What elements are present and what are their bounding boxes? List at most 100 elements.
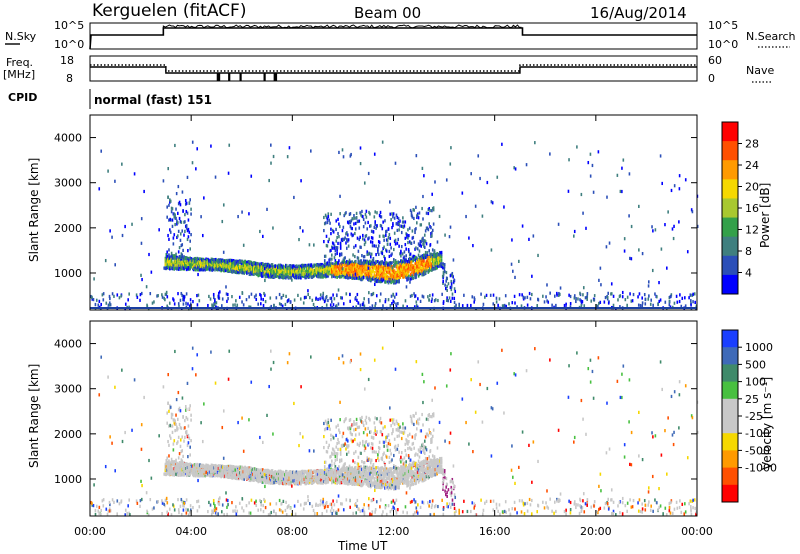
power-clutter-cell — [395, 305, 398, 309]
power-echo-cell — [412, 269, 415, 273]
power-echo-cell — [298, 269, 300, 273]
power-echo-cell — [336, 272, 338, 276]
power-echo-cell — [338, 274, 341, 278]
power-echo-cell — [398, 261, 400, 265]
power-echo-cell — [367, 277, 369, 282]
power-noise-cell — [330, 212, 332, 216]
power-plume-cell — [347, 244, 350, 248]
power-echo-cell — [261, 274, 263, 278]
power-clutter-cell — [317, 297, 319, 301]
velocity-plume-cell — [181, 449, 184, 453]
velocity-echo-cell — [169, 462, 171, 466]
power-clutter-cell — [278, 302, 281, 306]
power-plume-cell — [398, 244, 400, 248]
power-echo-cell — [380, 264, 383, 269]
power-echo-cell — [416, 272, 418, 276]
y-tick-label: 2000 — [54, 222, 82, 235]
power-plume-cell — [396, 215, 399, 220]
power-noise-cell — [696, 224, 699, 229]
power-echo-cell — [338, 270, 340, 274]
power-echo-cell — [379, 279, 382, 283]
power-echo-cell — [305, 275, 307, 279]
power-echo-cell — [437, 261, 439, 265]
power-echo-cell — [190, 259, 192, 264]
power-echo-cell — [249, 271, 252, 276]
power-echo-cell — [261, 262, 263, 266]
power-echo-cell — [234, 264, 237, 268]
power-plume-cell — [430, 231, 432, 236]
power-echo-cell — [255, 267, 258, 271]
power-echo-cell — [351, 263, 353, 267]
power-clutter-cell — [336, 293, 338, 298]
power-plume-cell — [396, 228, 399, 232]
power-echo-cell — [192, 260, 194, 264]
power-clutter-cell — [379, 292, 382, 296]
power-echo-cell — [396, 268, 399, 272]
power-plume-cell — [362, 233, 364, 238]
power-echo-cell — [357, 274, 360, 278]
power-plume-cell — [373, 244, 376, 248]
power-echo-cell — [322, 275, 324, 279]
power-echo-cell — [416, 256, 418, 260]
power-echo-cell — [279, 269, 282, 273]
power-plume-cell — [338, 252, 341, 256]
power-echo-cell — [392, 276, 395, 281]
power-clutter-cell — [607, 301, 610, 305]
power-echo-cell — [391, 268, 393, 272]
power-plume-cell — [380, 215, 383, 219]
power-echo-cell — [404, 271, 407, 276]
power-clutter-cell — [302, 301, 305, 305]
power-clutter-cell — [668, 296, 671, 300]
power-noise-cell — [286, 155, 289, 159]
power-echo-cell — [432, 257, 435, 261]
power-echo-cell — [277, 265, 280, 269]
power-echo-cell — [301, 272, 304, 276]
power-echo-cell — [194, 268, 197, 272]
power-plume-cell — [414, 247, 416, 251]
power-echo-cell — [285, 272, 288, 277]
power-plume-cell — [428, 206, 431, 211]
power-echo-cell — [261, 269, 263, 273]
power-plume-cell — [420, 223, 423, 227]
velocity-echo-cell — [200, 469, 202, 473]
power-echo-cell — [377, 272, 380, 276]
power-clutter-cell — [178, 304, 180, 309]
velocity-echo-cell — [184, 469, 186, 473]
power-plume-cell — [407, 236, 409, 240]
velocity-echo-cell — [193, 473, 196, 477]
power-echo-cell — [213, 262, 215, 266]
velocity-plume-cell — [184, 426, 186, 430]
power-clutter-cell — [332, 293, 334, 297]
power-echo-cell — [353, 266, 355, 270]
power-echo-cell — [351, 270, 353, 274]
power-echo-cell — [393, 269, 396, 273]
power-echo-cell — [336, 265, 338, 269]
power-echo-cell — [253, 272, 255, 277]
power-plume-cell — [378, 234, 381, 238]
power-plume-cell — [355, 216, 358, 220]
power-echo-cell — [349, 270, 352, 274]
power-echo-cell — [436, 262, 438, 266]
power-echo-cell — [197, 257, 199, 261]
power-echo-cell — [242, 261, 245, 265]
power-echo-cell — [376, 264, 378, 268]
power-noise-cell — [431, 192, 433, 196]
velocity-echo-cell — [176, 466, 178, 470]
power-echo-cell — [422, 261, 424, 266]
power-echo-cell — [202, 264, 205, 268]
power-noise-cell — [573, 229, 576, 234]
power-echo-cell — [230, 258, 232, 263]
power-echo-cell — [205, 257, 207, 261]
power-plume-cell — [376, 224, 378, 228]
power-echo-cell — [173, 263, 176, 267]
power-echo-cell — [377, 275, 379, 279]
power-noise-cell — [479, 176, 481, 181]
power-echo-cell — [406, 268, 408, 272]
power-noise-cell — [681, 296, 684, 300]
power-echo-cell — [333, 265, 336, 269]
velocity-echo-cell — [174, 463, 176, 467]
power-echo-cell — [232, 260, 235, 265]
velocity-plume-cell — [172, 418, 175, 422]
power-clutter-cell — [356, 298, 358, 302]
power-echo-cell — [192, 266, 195, 270]
